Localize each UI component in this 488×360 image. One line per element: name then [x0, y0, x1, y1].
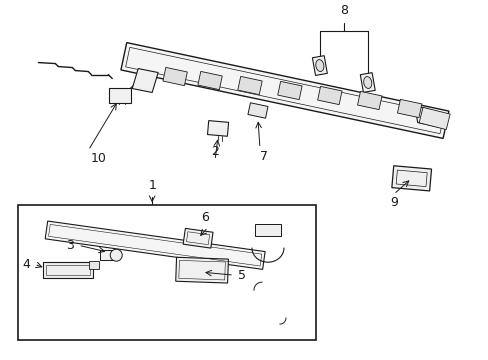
Text: 2: 2: [211, 145, 219, 158]
Text: 3: 3: [66, 239, 74, 252]
Polygon shape: [277, 81, 302, 100]
Text: 7: 7: [260, 150, 267, 163]
Polygon shape: [360, 73, 374, 93]
Polygon shape: [357, 91, 381, 109]
Polygon shape: [163, 67, 187, 86]
Text: 1: 1: [148, 179, 156, 192]
Text: 9: 9: [389, 196, 397, 209]
Polygon shape: [391, 166, 430, 191]
Text: 8: 8: [339, 4, 347, 17]
Polygon shape: [109, 87, 131, 103]
Polygon shape: [414, 105, 444, 129]
Polygon shape: [132, 68, 158, 93]
Polygon shape: [317, 86, 341, 105]
Polygon shape: [43, 262, 93, 278]
Polygon shape: [175, 257, 228, 283]
Polygon shape: [45, 221, 264, 269]
Polygon shape: [100, 250, 116, 260]
Text: 6: 6: [201, 211, 208, 224]
Polygon shape: [183, 228, 213, 248]
Polygon shape: [254, 224, 281, 236]
Polygon shape: [237, 76, 262, 95]
Polygon shape: [207, 121, 228, 136]
Polygon shape: [121, 42, 448, 138]
Polygon shape: [89, 261, 99, 269]
Ellipse shape: [363, 77, 371, 89]
Polygon shape: [247, 103, 267, 118]
Polygon shape: [418, 107, 449, 130]
Polygon shape: [198, 71, 222, 90]
Polygon shape: [312, 56, 326, 76]
Text: 10: 10: [90, 152, 106, 165]
Ellipse shape: [315, 60, 323, 72]
Text: 5: 5: [238, 269, 245, 282]
Bar: [19, 205, 315, 340]
Text: 4: 4: [22, 258, 30, 271]
Circle shape: [110, 249, 122, 261]
Polygon shape: [397, 99, 421, 118]
